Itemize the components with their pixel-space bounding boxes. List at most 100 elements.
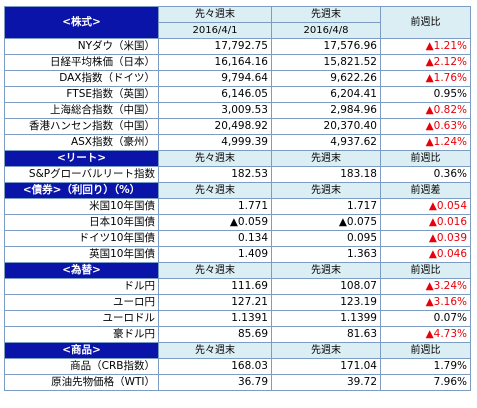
commodity-row: 商品（CRB指数） 168.03 171.04 1.79% xyxy=(4,358,471,375)
reit-header-row: <リート> 先々週末 先週末 前週比 xyxy=(4,150,471,167)
value-prev1: 39.72 xyxy=(271,374,381,391)
bonds-header-row: <債券>（利回り）（%） 先々週末 先週末 前週差 xyxy=(4,182,471,199)
stocks-header-row: <株式> 先々週末 先週末 前週比 xyxy=(4,6,471,39)
value-prev1: 2,984.96 xyxy=(271,102,381,119)
col-prev1-header: 先週末 xyxy=(271,182,381,199)
stocks-row: FTSE指数（英国） 6,146.05 6,204.41 0.95% xyxy=(4,86,471,103)
market-table-body: <株式> 先々週末 先週末 前週比 2016/4/1 2016/4/8 NYダウ… xyxy=(4,6,471,391)
col-prev1-header: 先週末 xyxy=(271,150,381,167)
col-prev2-header: 先々週末 xyxy=(158,262,272,279)
stocks-date-row: 2016/4/1 2016/4/8 xyxy=(5,22,471,39)
instrument-name: 香港ハンセン指数（中国） xyxy=(4,118,159,135)
commodity-row: 原油先物価格（WTI） 36.79 39.72 7.96% xyxy=(4,374,471,391)
weekly-change: ▲2.12% xyxy=(380,54,471,71)
market-table: <株式> 先々週末 先週末 前週比 2016/4/1 2016/4/8 NYダウ… xyxy=(4,6,471,391)
value-prev2: 168.03 xyxy=(158,358,272,375)
value-prev2: 127.21 xyxy=(158,294,272,311)
weekly-change: ▲0.039 xyxy=(380,230,471,247)
value-prev1: 4,937.62 xyxy=(271,134,381,151)
col-date1-header: 2016/4/8 xyxy=(271,22,381,39)
weekly-change: ▲1.21% xyxy=(380,38,471,55)
value-prev1: 183.18 xyxy=(271,166,381,183)
value-prev2: 1.771 xyxy=(158,198,272,215)
instrument-name: 豪ドル円 xyxy=(4,326,159,343)
weekly-change: ▲3.16% xyxy=(380,294,471,311)
bonds-row: 日本10年国債 ▲0.059 ▲0.075 ▲0.016 xyxy=(4,214,471,231)
section-title-stocks: <株式> xyxy=(4,6,159,39)
value-prev1: ▲0.075 xyxy=(271,214,381,231)
stocks-row: 日経平均株価（日本） 16,164.16 15,821.52 ▲2.12% xyxy=(4,54,471,71)
instrument-name: NYダウ（米国） xyxy=(4,38,159,55)
value-prev2: ▲0.059 xyxy=(158,214,272,231)
value-prev1: 171.04 xyxy=(271,358,381,375)
instrument-name: DAX指数（ドイツ） xyxy=(4,70,159,87)
col-prev2-header: 先々週末 xyxy=(158,182,272,199)
section-title-commodity: <商品> xyxy=(4,342,159,359)
stocks-row: DAX指数（ドイツ） 9,794.64 9,622.26 ▲1.76% xyxy=(4,70,471,87)
value-prev2: 0.134 xyxy=(158,230,272,247)
value-prev2: 85.69 xyxy=(158,326,272,343)
value-prev2: 4,999.39 xyxy=(158,134,272,151)
market-summary: <株式> 先々週末 先週末 前週比 2016/4/1 2016/4/8 NYダウ… xyxy=(4,6,471,391)
weekly-change: ▲0.054 xyxy=(380,198,471,215)
instrument-name: 原油先物価格（WTI） xyxy=(4,374,159,391)
fx-row: ユーロドル 1.1391 1.1399 0.07% xyxy=(4,310,471,327)
section-title-fx: <為替> xyxy=(4,262,159,279)
bonds-row: ドイツ10年国債 0.134 0.095 ▲0.039 xyxy=(4,230,471,247)
reit-row: S&Pグローバルリート指数 182.53 183.18 0.36% xyxy=(4,166,471,183)
value-prev1: 17,576.96 xyxy=(271,38,381,55)
value-prev1: 1.363 xyxy=(271,246,381,263)
value-prev1: 123.19 xyxy=(271,294,381,311)
col-diff-header: 前週差 xyxy=(380,182,471,199)
value-prev2: 1.409 xyxy=(158,246,272,263)
col-ratio-header: 前週比 xyxy=(380,262,471,279)
weekly-change: ▲4.73% xyxy=(380,326,471,343)
value-prev1: 20,370.40 xyxy=(271,118,381,135)
instrument-name: 商品（CRB指数） xyxy=(4,358,159,375)
value-prev2: 3,009.53 xyxy=(158,102,272,119)
col-date2-header: 2016/4/1 xyxy=(158,22,272,39)
stocks-row: 香港ハンセン指数（中国） 20,498.92 20,370.40 ▲0.63% xyxy=(4,118,471,135)
col-prev1-header: 先週末 xyxy=(271,342,381,359)
value-prev1: 15,821.52 xyxy=(271,54,381,71)
col-ratio-header: 前週比 xyxy=(380,150,471,167)
weekly-change: 0.95% xyxy=(380,86,471,103)
fx-header-row: <為替> 先々週末 先週末 前週比 xyxy=(4,262,471,279)
instrument-name: ドイツ10年国債 xyxy=(4,230,159,247)
instrument-name: 日本10年国債 xyxy=(4,214,159,231)
instrument-name: 日経平均株価（日本） xyxy=(4,54,159,71)
fx-row: ユーロ円 127.21 123.19 ▲3.16% xyxy=(4,294,471,311)
instrument-name: 米国10年国債 xyxy=(4,198,159,215)
weekly-change: ▲0.046 xyxy=(380,246,471,263)
instrument-name: ASX指数（豪州） xyxy=(4,134,159,151)
weekly-change: ▲1.76% xyxy=(380,70,471,87)
value-prev2: 111.69 xyxy=(158,278,272,295)
col-prev2-header: 先々週末 xyxy=(158,342,272,359)
stocks-row: 上海総合指数（中国） 3,009.53 2,984.96 ▲0.82% xyxy=(4,102,471,119)
weekly-change: ▲3.24% xyxy=(380,278,471,295)
value-prev1: 108.07 xyxy=(271,278,381,295)
instrument-name: S&Pグローバルリート指数 xyxy=(4,166,159,183)
weekly-change: 7.96% xyxy=(380,374,471,391)
value-prev2: 20,498.92 xyxy=(158,118,272,135)
value-prev1: 1.1399 xyxy=(271,310,381,327)
fx-row: ドル円 111.69 108.07 ▲3.24% xyxy=(4,278,471,295)
col-prev1-header: 先週末 xyxy=(271,6,381,23)
weekly-change: ▲1.24% xyxy=(380,134,471,151)
value-prev2: 16,164.16 xyxy=(158,54,272,71)
bonds-row: 米国10年国債 1.771 1.717 ▲0.054 xyxy=(4,198,471,215)
col-prev2-header: 先々週末 xyxy=(158,150,272,167)
value-prev2: 182.53 xyxy=(158,166,272,183)
value-prev1: 9,622.26 xyxy=(271,70,381,87)
instrument-name: FTSE指数（英国） xyxy=(4,86,159,103)
value-prev1: 0.095 xyxy=(271,230,381,247)
value-prev1: 1.717 xyxy=(271,198,381,215)
value-prev2: 6,146.05 xyxy=(158,86,272,103)
section-title-bonds: <債券>（利回り）（%） xyxy=(4,182,159,199)
weekly-change: 0.07% xyxy=(380,310,471,327)
instrument-name: ユーロドル xyxy=(4,310,159,327)
weekly-change: ▲0.63% xyxy=(380,118,471,135)
fx-row: 豪ドル円 85.69 81.63 ▲4.73% xyxy=(4,326,471,343)
value-prev2: 36.79 xyxy=(158,374,272,391)
value-prev1: 6,204.41 xyxy=(271,86,381,103)
